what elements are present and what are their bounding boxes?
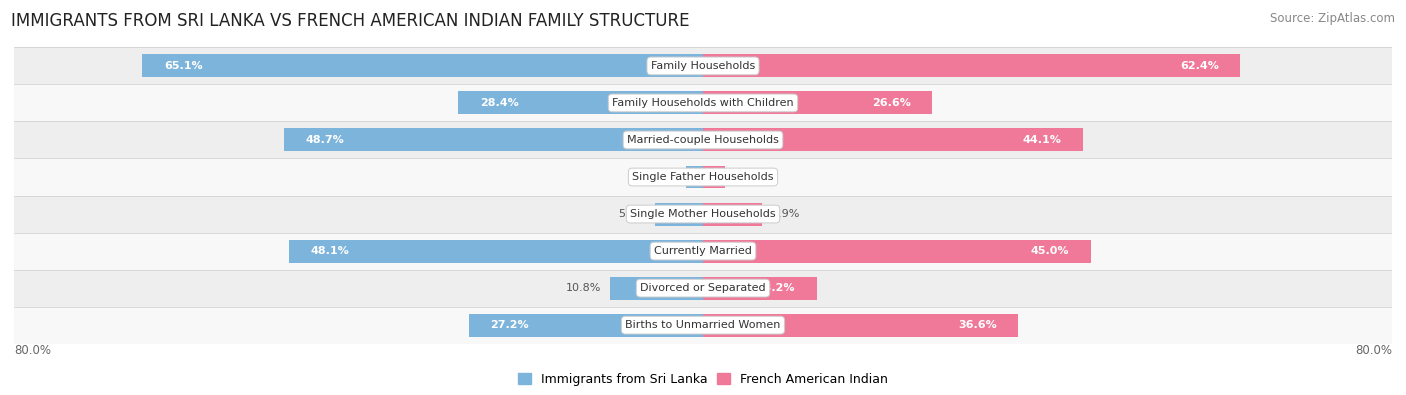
Bar [686, 166, 703, 188]
Text: 13.2%: 13.2% [756, 283, 796, 293]
Text: 36.6%: 36.6% [957, 320, 997, 330]
Text: Single Mother Households: Single Mother Households [630, 209, 776, 219]
Bar [14, 196, 1392, 233]
Text: 28.4%: 28.4% [479, 98, 519, 108]
Text: Divorced or Separated: Divorced or Separated [640, 283, 766, 293]
Text: 2.0%: 2.0% [648, 172, 678, 182]
Text: 48.7%: 48.7% [305, 135, 344, 145]
Text: 2.6%: 2.6% [734, 172, 762, 182]
Text: 5.6%: 5.6% [617, 209, 647, 219]
Text: 26.6%: 26.6% [872, 98, 911, 108]
Text: 44.1%: 44.1% [1022, 135, 1062, 145]
Text: 65.1%: 65.1% [165, 61, 202, 71]
Text: Births to Unmarried Women: Births to Unmarried Women [626, 320, 780, 330]
Bar [703, 92, 932, 115]
Text: 80.0%: 80.0% [14, 344, 51, 357]
Bar [703, 128, 1083, 151]
Bar [468, 314, 703, 337]
Text: 48.1%: 48.1% [311, 246, 349, 256]
Bar [458, 92, 703, 115]
Bar [703, 314, 1018, 337]
Text: 6.9%: 6.9% [770, 209, 800, 219]
Bar [703, 55, 1240, 77]
Legend: Immigrants from Sri Lanka, French American Indian: Immigrants from Sri Lanka, French Americ… [513, 368, 893, 391]
Bar [703, 240, 1091, 263]
Bar [14, 269, 1392, 307]
Bar [610, 276, 703, 299]
Text: Family Households with Children: Family Households with Children [612, 98, 794, 108]
Bar [703, 276, 817, 299]
Bar [288, 240, 703, 263]
Text: 27.2%: 27.2% [491, 320, 529, 330]
Text: IMMIGRANTS FROM SRI LANKA VS FRENCH AMERICAN INDIAN FAMILY STRUCTURE: IMMIGRANTS FROM SRI LANKA VS FRENCH AMER… [11, 12, 690, 30]
Text: 45.0%: 45.0% [1031, 246, 1069, 256]
Text: Currently Married: Currently Married [654, 246, 752, 256]
Bar [14, 85, 1392, 121]
Bar [703, 203, 762, 226]
Bar [703, 166, 725, 188]
Text: 80.0%: 80.0% [1355, 344, 1392, 357]
Text: Married-couple Households: Married-couple Households [627, 135, 779, 145]
Bar [655, 203, 703, 226]
Bar [142, 55, 703, 77]
Bar [14, 158, 1392, 196]
Bar [14, 47, 1392, 85]
Text: 10.8%: 10.8% [567, 283, 602, 293]
Bar [284, 128, 703, 151]
Text: Family Households: Family Households [651, 61, 755, 71]
Text: 62.4%: 62.4% [1180, 61, 1219, 71]
Text: Single Father Households: Single Father Households [633, 172, 773, 182]
Bar [14, 233, 1392, 269]
Bar [14, 121, 1392, 158]
Bar [14, 307, 1392, 344]
Text: Source: ZipAtlas.com: Source: ZipAtlas.com [1270, 12, 1395, 25]
